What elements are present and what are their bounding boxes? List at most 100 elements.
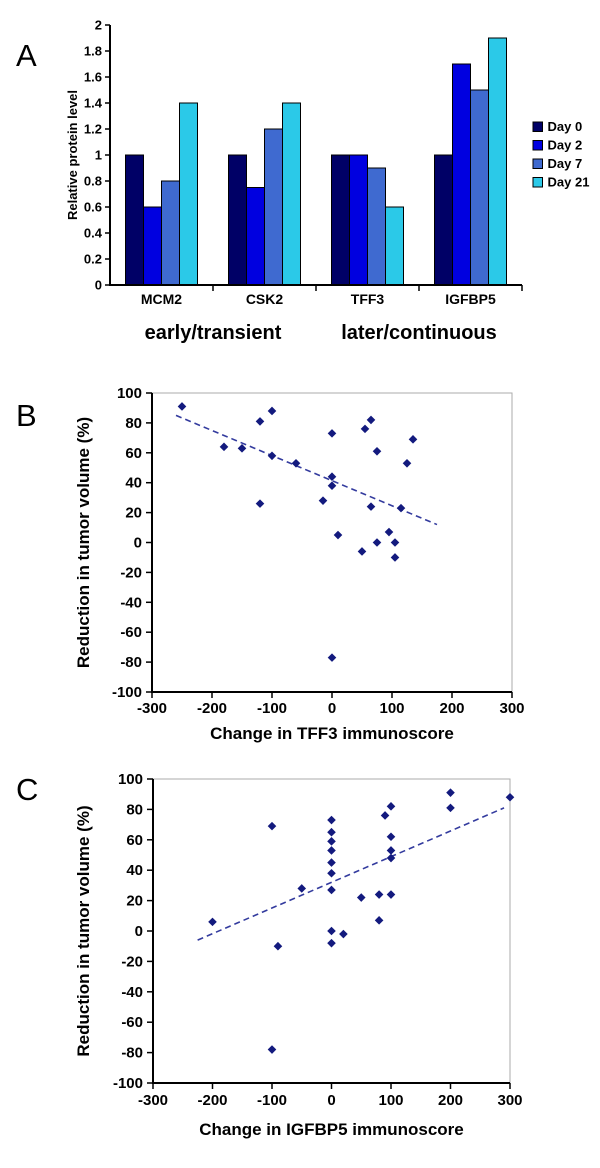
data-point bbox=[374, 916, 384, 925]
data-point bbox=[386, 846, 396, 855]
data-point bbox=[219, 442, 229, 452]
bar-igfbp5-day-7 bbox=[470, 89, 489, 286]
x-axis-title: Change in IGFBP5 immunoscore bbox=[199, 1120, 464, 1139]
data-point bbox=[356, 893, 366, 902]
bar-csk2-day-2 bbox=[246, 187, 265, 286]
data-point bbox=[267, 821, 277, 831]
data-point bbox=[386, 853, 396, 863]
data-point bbox=[402, 458, 412, 468]
x-axis-tick-label: 100 bbox=[378, 1092, 403, 1109]
y-axis-tick-label: 40 bbox=[126, 862, 143, 879]
panel-b-letter: B bbox=[16, 398, 37, 433]
data-point bbox=[327, 472, 337, 482]
y-axis-tick-label: 40 bbox=[125, 475, 142, 492]
x-axis-tick-label: -300 bbox=[137, 700, 167, 717]
data-point bbox=[505, 792, 515, 802]
y-axis-tick-label: 0.8 bbox=[84, 174, 102, 189]
y-axis-tick-label: 0.4 bbox=[84, 226, 103, 241]
x-axis-tick-label: 0 bbox=[328, 700, 336, 717]
category-label: IGFBP5 bbox=[445, 291, 496, 307]
bar-igfbp5-day-0 bbox=[434, 154, 453, 286]
data-point bbox=[267, 451, 277, 461]
y-axis-tick-label: 0.6 bbox=[84, 200, 102, 215]
data-point bbox=[237, 444, 247, 453]
y-axis-tick-label: -40 bbox=[120, 594, 142, 611]
x-axis-tick-label: -100 bbox=[257, 1092, 287, 1109]
bar-mcm2-day-7 bbox=[161, 180, 180, 286]
y-axis-tick-label: 20 bbox=[126, 893, 143, 910]
data-point bbox=[297, 884, 307, 893]
data-point bbox=[273, 941, 283, 951]
legend-swatch-day-0 bbox=[532, 121, 543, 132]
x-axis-tick-label: -200 bbox=[197, 1092, 227, 1109]
y-axis-tick-label: -80 bbox=[120, 654, 142, 671]
data-point bbox=[327, 858, 336, 867]
bar-mcm2-day-2 bbox=[143, 206, 162, 286]
data-point bbox=[255, 499, 265, 508]
data-point bbox=[366, 502, 376, 511]
panel-c-letter: C bbox=[16, 772, 39, 807]
y-axis-tick-label: 100 bbox=[117, 385, 142, 402]
x-axis-tick-label: -200 bbox=[197, 700, 227, 717]
data-point bbox=[386, 890, 396, 899]
bar-mcm2-day-0 bbox=[125, 154, 144, 286]
data-point bbox=[327, 885, 336, 895]
y-axis-tick-label: -100 bbox=[113, 1075, 143, 1092]
data-point bbox=[446, 803, 455, 813]
group-label: later/continuous bbox=[341, 322, 497, 344]
bar-chart-relative-protein-level: 0 0.2 0.4 0.6 0.8 1 1.2 1.4 1.6 1.8 2 MCM2 CSK2 TFF3 I… bbox=[65, 18, 589, 345]
data-point bbox=[384, 527, 394, 537]
category-label: CSK2 bbox=[246, 291, 284, 307]
bar-tff3-day-21 bbox=[385, 206, 404, 286]
x-axis-tick-label: 200 bbox=[439, 700, 464, 717]
y-axis-tick-label: 0 bbox=[135, 923, 143, 940]
data-point bbox=[327, 429, 337, 438]
data-point bbox=[366, 415, 376, 425]
data-point bbox=[372, 538, 382, 547]
data-point bbox=[318, 496, 328, 505]
data-point bbox=[327, 827, 336, 837]
y-axis-tick-label: 1.6 bbox=[84, 70, 102, 85]
bar-csk2-day-0 bbox=[228, 154, 247, 286]
y-axis-tick-label: 1.2 bbox=[84, 122, 102, 137]
panel-a-letter: A bbox=[16, 38, 37, 73]
y-axis-title: Reduction in tumor volume (%) bbox=[74, 805, 93, 1056]
y-axis-tick-label: 80 bbox=[126, 801, 143, 818]
data-point bbox=[390, 538, 400, 547]
plot-area-border bbox=[151, 392, 513, 693]
x-axis-title: Change in TFF3 immunoscore bbox=[210, 724, 454, 743]
data-point bbox=[255, 417, 265, 426]
legend-swatch-day-2 bbox=[532, 140, 543, 151]
data-point bbox=[327, 837, 336, 846]
data-point bbox=[327, 926, 336, 936]
trendline bbox=[197, 807, 505, 941]
y-axis-tick-label: 60 bbox=[125, 445, 142, 462]
y-axis-tick-label: 2 bbox=[95, 18, 102, 33]
bar-tff3-day-2 bbox=[349, 154, 368, 286]
bar-csk2-day-7 bbox=[264, 128, 283, 286]
data-point bbox=[339, 929, 348, 939]
y-axis-tick-label: 100 bbox=[118, 771, 143, 788]
y-axis-tick-label: 1 bbox=[95, 148, 102, 163]
data-point bbox=[380, 811, 390, 820]
data-point bbox=[208, 917, 217, 927]
y-axis-tick-label: -40 bbox=[121, 984, 143, 1001]
y-axis-tick-label: 20 bbox=[125, 505, 142, 522]
data-point bbox=[390, 553, 400, 562]
y-axis-tick-label: 0.2 bbox=[84, 252, 102, 267]
data-point bbox=[396, 503, 406, 513]
data-point bbox=[327, 938, 336, 948]
y-axis-tick-label: 1.4 bbox=[84, 96, 103, 111]
y-axis-tick-label: -60 bbox=[120, 624, 142, 641]
y-axis-tick-label: -80 bbox=[121, 1045, 143, 1062]
legend-label: Day 7 bbox=[548, 156, 583, 171]
y-axis-tick-label: 0 bbox=[95, 278, 102, 293]
bar-tff3-day-0 bbox=[331, 154, 350, 286]
bar-igfbp5-day-21 bbox=[488, 37, 507, 286]
category-label: MCM2 bbox=[141, 291, 182, 307]
legend-swatch-day-21 bbox=[532, 177, 543, 188]
x-axis-tick-label: -300 bbox=[138, 1092, 168, 1109]
x-axis-tick-label: -100 bbox=[257, 700, 287, 717]
